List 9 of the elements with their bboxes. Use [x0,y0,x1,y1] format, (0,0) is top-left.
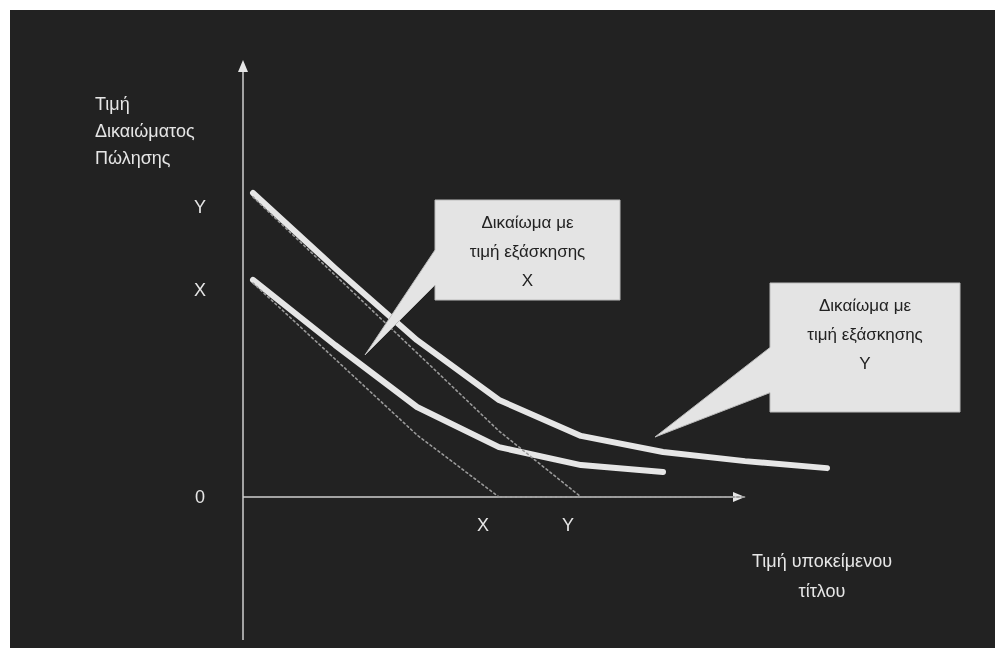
x-axis-title: Τιμή υποκείμενου τίτλου [751,551,893,601]
text: 0 [194,487,206,508]
text: Y [193,197,207,218]
text: X [476,515,490,536]
y-axis-title: Τιμή Δικαιώματος Πώλησης [95,94,195,168]
text: X [193,280,207,301]
annotation: Δικαίωμα με τιμή εξάσκησης Y [807,296,923,373]
text: Y [561,515,575,536]
annotation: Δικαίωμα με τιμή εξάσκησης X [469,213,586,290]
